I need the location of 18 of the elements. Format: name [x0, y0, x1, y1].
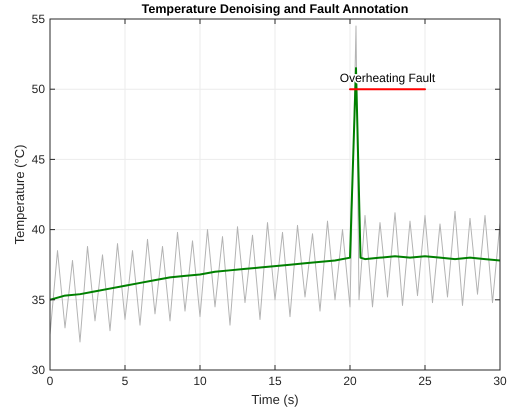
chart-title: Temperature Denoising and Fault Annotation	[142, 2, 408, 16]
y-tick-label: 50	[32, 82, 46, 96]
x-tick-label: 20	[343, 374, 357, 388]
x-tick-label: 10	[193, 374, 207, 388]
y-tick-label: 35	[32, 292, 46, 307]
y-tick-label: 30	[32, 363, 46, 377]
y-tick-label: 55	[32, 12, 46, 26]
x-tick-label: 15	[268, 374, 282, 388]
x-tick-label: 5	[122, 374, 129, 388]
x-tick-label: 0	[46, 374, 54, 388]
x-tick-label: 25	[418, 374, 432, 388]
line-series	[50, 26, 500, 342]
line-series	[50, 67, 500, 301]
y-tick-label: 45	[32, 152, 46, 166]
x-axis-title: Time (s)	[251, 392, 299, 407]
y-axis-title: Temperature (°C)	[12, 144, 27, 244]
y-tick-label: 40	[32, 222, 46, 237]
x-tick-label: 30	[493, 374, 507, 388]
